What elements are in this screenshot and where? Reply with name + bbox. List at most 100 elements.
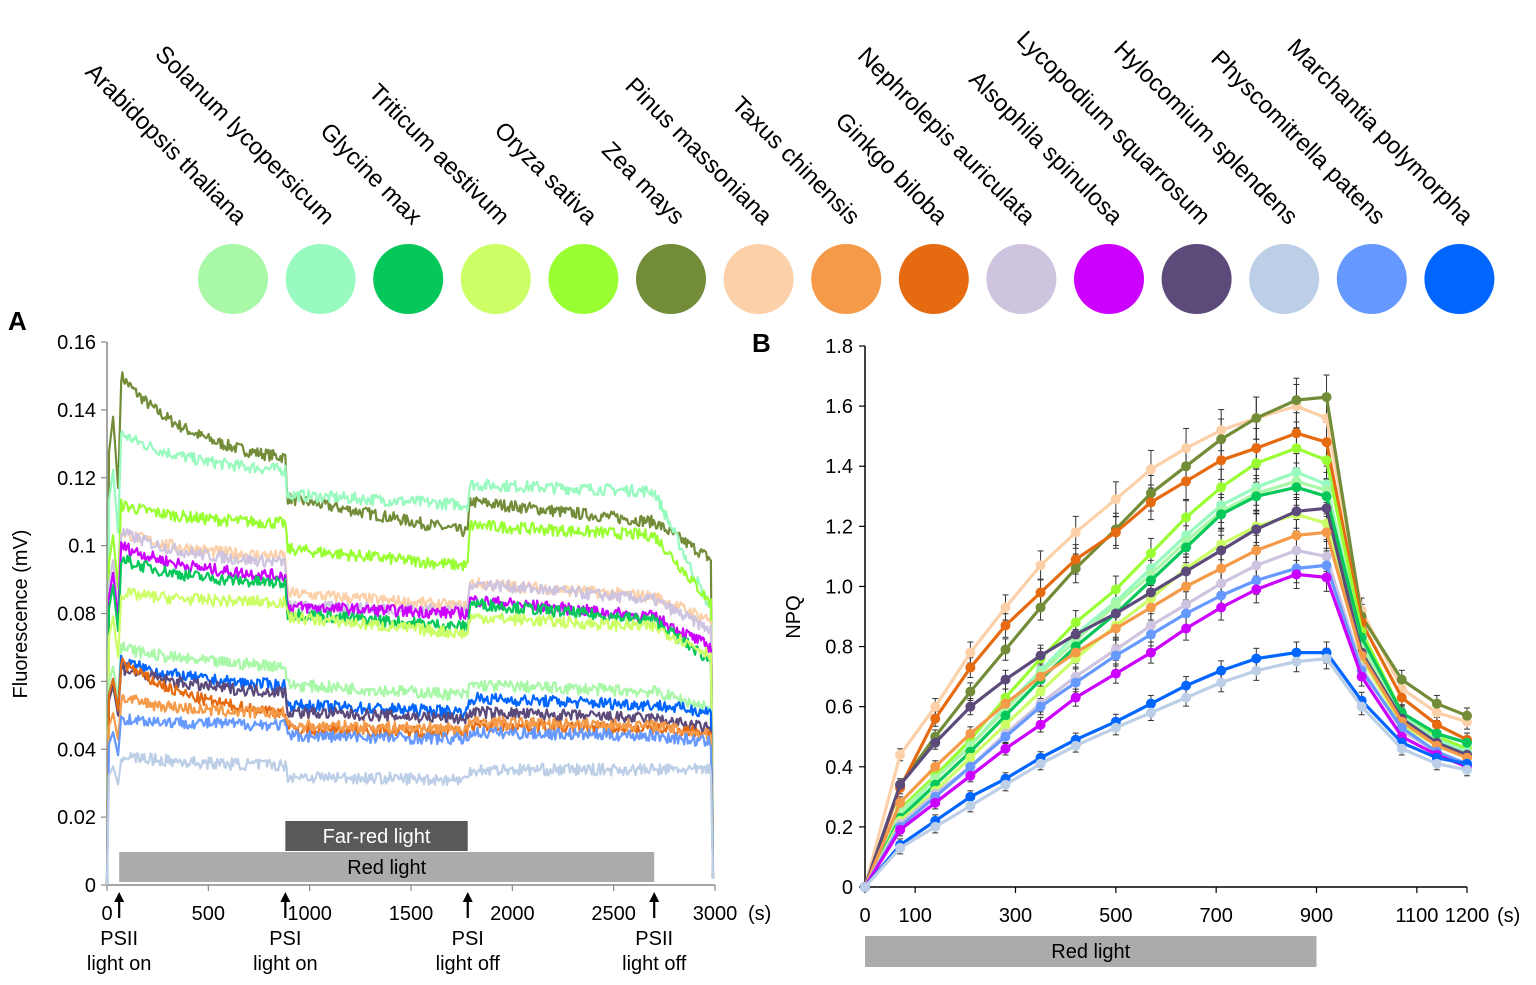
panel-a-bar-red-light	[119, 852, 655, 882]
legend-swatch-triticum-aestivum	[460, 244, 531, 314]
panel-b-point-ginkgo-biloba	[1145, 497, 1156, 508]
panel-a-event-label: light on	[253, 953, 318, 975]
panel-b-point-glycine-max	[1000, 710, 1011, 721]
panel-b-point-pinus-massoniana	[1070, 527, 1081, 538]
panel-b-point-hylocomium-splendens	[1396, 743, 1407, 754]
panel-b-point-nephrolepis-auriculata	[1145, 620, 1156, 631]
panel-b-point-hylocomium-splendens	[1145, 707, 1156, 718]
panel-b-point-taxus-chinensis	[1070, 647, 1081, 658]
panel-b-point-pinus-massoniana	[1216, 425, 1227, 436]
panel-a-y-tick-label: 0.12	[57, 468, 96, 490]
panel-b-point-lycopodium-squarrosum	[1216, 545, 1227, 556]
panel-b-point-alsophila-spinulosa	[930, 797, 941, 808]
panel-b-point-hylocomium-splendens	[860, 882, 870, 892]
panel-b-point-zea-mays	[1396, 674, 1407, 685]
legend-label-zea-mays: Zea mays	[596, 137, 690, 231]
panel-a-trace-nephrolepis-auriculata	[105, 527, 715, 886]
panel-b-point-marchantia-polymorpha	[1216, 665, 1227, 676]
panel-b-point-zea-mays	[1035, 602, 1046, 613]
panel-b-point-oryza-sativa	[1251, 458, 1262, 469]
legend-swatch-physcomitrella-patens	[1336, 244, 1407, 314]
panel-a-y-tick-label: 0	[85, 875, 96, 897]
panel-a-y-axis-label: Fluorescence (mV)	[10, 530, 32, 699]
panel-b-point-taxus-chinensis	[1035, 671, 1046, 682]
panel-a-trace-oryza-sativa	[105, 498, 715, 886]
panel-b-point-oryza-sativa	[1216, 482, 1227, 493]
panel-b-point-lycopodium-squarrosum	[1251, 524, 1262, 535]
panel-b-point-lycopodium-squarrosum	[895, 779, 906, 790]
panel-b-point-alsophila-spinulosa	[1145, 647, 1156, 658]
panel-b-point-hylocomium-splendens	[1070, 740, 1081, 751]
panel-a-x-tick-label: 1500	[389, 903, 434, 925]
panel-a-event-arrowhead	[280, 892, 291, 902]
panel-b-line-taxus-chinensis	[863, 530, 1468, 888]
panel-b-point-nephrolepis-auriculata	[1291, 545, 1302, 556]
panel-b-y-tick-label: 0.2	[825, 817, 853, 839]
panel-b-npq-chart: NPQ 0 0.2 0.4 0.6 0.8 1.0 1.2 1.4 1.6 1.8 0 100 300 50…	[783, 336, 1520, 967]
panel-b-x-tick-label: 500	[1099, 905, 1132, 927]
panel-b-point-alsophila-spinulosa	[1035, 719, 1046, 730]
panel-b-point-alsophila-spinulosa	[1321, 572, 1332, 583]
panel-b-point-taxus-chinensis	[1110, 623, 1121, 634]
panel-b-point-physcomitrella-patens	[1181, 608, 1192, 619]
panel-b-y-tick-label: 1.0	[825, 576, 853, 598]
panel-b-x-tick-label: 100	[898, 905, 931, 927]
legend-label-arabidopsis-thaliana: Arabidopsis thaliana	[80, 58, 252, 230]
panel-b-point-physcomitrella-patens	[1070, 677, 1081, 688]
panel-b-point-alsophila-spinulosa	[1216, 602, 1227, 613]
panel-b-point-zea-mays	[1431, 698, 1442, 709]
panel-b-point-ginkgo-biloba	[1396, 692, 1407, 703]
panel-b-point-ginkgo-biloba	[1321, 437, 1332, 448]
legend-swatch-marchantia-polymorpha	[1424, 244, 1495, 314]
panel-a-event-label: light off	[622, 953, 687, 975]
legend-label-physcomitrella-patens: Physcomitrella patens	[1206, 45, 1391, 230]
panel-b-point-lycopodium-squarrosum	[1035, 650, 1046, 661]
panel-b-point-ginkgo-biloba	[1035, 587, 1046, 598]
legend-swatch-oryza-sativa	[548, 244, 619, 314]
panel-b-point-ginkgo-biloba	[1110, 527, 1121, 538]
panel-b-point-physcomitrella-patens	[1035, 701, 1046, 712]
panel-b-point-oryza-sativa	[1321, 455, 1332, 466]
panel-b-point-oryza-sativa	[1181, 512, 1192, 523]
panel-a-letter: A	[8, 306, 27, 336]
panel-b-point-triticum-aestivum	[1000, 719, 1011, 730]
panel-b-point-taxus-chinensis	[895, 797, 906, 808]
panel-b-point-alsophila-spinulosa	[1356, 671, 1367, 682]
panel-b-point-ginkgo-biloba	[965, 662, 976, 673]
panel-b-y-tick-label: 1.8	[825, 336, 853, 358]
panel-b-point-physcomitrella-patens	[965, 761, 976, 772]
panel-a-x-unit: (s)	[748, 903, 771, 925]
legend-swatch-lycopodium-squarrosum	[1161, 244, 1232, 314]
panel-a-x-tick-label: 2000	[490, 903, 535, 925]
legend-swatch-pinus-massoniana	[723, 244, 794, 314]
panel-a-event-label: PSII	[100, 928, 138, 950]
panel-b-point-alsophila-spinulosa	[1000, 743, 1011, 754]
panel-b-point-hylocomium-splendens	[1181, 692, 1192, 703]
panel-b-line-ginkgo-biloba	[863, 431, 1468, 888]
panel-b-point-glycine-max	[1145, 575, 1156, 586]
panel-b-point-glycine-max	[1291, 482, 1302, 493]
panel-b-point-zea-mays	[1251, 413, 1262, 424]
panel-b-point-oryza-sativa	[1070, 617, 1081, 628]
panel-b-point-hylocomium-splendens	[1251, 665, 1262, 676]
legend-swatch-taxus-chinensis	[811, 244, 882, 314]
panel-a-x-tick-label: 3000	[693, 903, 738, 925]
panel-b-y-tick-label: 0.8	[825, 637, 853, 659]
panel-b-point-alsophila-spinulosa	[895, 824, 906, 835]
panel-b-point-hylocomium-splendens	[930, 821, 941, 832]
panel-b-point-marchantia-polymorpha	[1251, 653, 1262, 664]
panel-b-point-ginkgo-biloba	[1070, 554, 1081, 565]
panel-b-point-lycopodium-squarrosum	[1070, 629, 1081, 640]
panel-a-x-tick-label: 500	[192, 903, 225, 925]
panel-b-point-oryza-sativa	[1110, 584, 1121, 595]
panel-b-point-pinus-massoniana	[1110, 494, 1121, 505]
panel-b-point-zea-mays	[965, 686, 976, 697]
panel-a-x-tick-label: 2500	[591, 903, 636, 925]
panel-a-trace-solanum-lycopersicum	[105, 430, 715, 886]
panel-b-point-zea-mays	[1145, 488, 1156, 499]
legend-swatch-solanum-lycopersicum	[285, 244, 356, 314]
panel-b-point-hylocomium-splendens	[1216, 677, 1227, 688]
panel-b-line-zea-mays	[863, 395, 1468, 888]
panel-b-point-hylocomium-splendens	[1291, 656, 1302, 667]
